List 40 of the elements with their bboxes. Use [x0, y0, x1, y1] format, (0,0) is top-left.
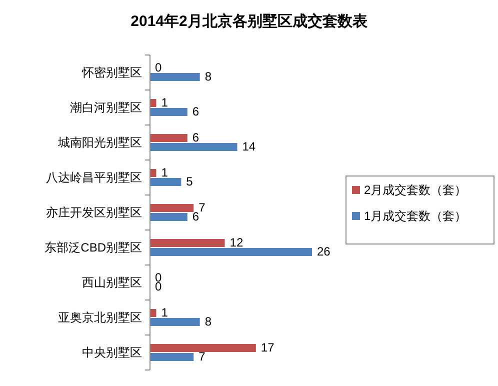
bar [150, 108, 188, 116]
data-label: 1 [161, 166, 168, 180]
data-label: 26 [317, 244, 331, 258]
data-label: 7 [198, 200, 206, 214]
data-label: 14 [242, 140, 256, 154]
y-tick-label: 潮白河别墅区 [70, 100, 142, 114]
data-label: 6 [192, 210, 200, 224]
bar [150, 178, 182, 186]
data-label: 5 [186, 174, 194, 188]
chart-title: 2014年2月北京各别墅区成交套数表 [130, 12, 368, 30]
data-label: 12 [230, 236, 244, 250]
data-label: 8 [204, 70, 212, 84]
y-tick-label: 城南阳光别墅区 [57, 136, 142, 150]
bar [150, 73, 200, 81]
bar [150, 204, 194, 212]
data-label: 0 [155, 60, 162, 74]
y-tick-label: 东部泛CBD别墅区 [44, 240, 142, 254]
data-label: 6 [192, 104, 200, 118]
bar [150, 143, 238, 151]
y-tick-label: 亚奥京北别墅区 [58, 310, 142, 324]
y-tick-label: 西山别墅区 [82, 276, 142, 290]
legend-label: 1月成交套数（套） [364, 209, 467, 223]
bar [150, 134, 188, 142]
data-label: 6 [192, 130, 200, 144]
bar [150, 353, 194, 361]
y-tick-label: 中央别墅区 [82, 346, 142, 360]
y-tick-label: 亦庄开发区别墅区 [46, 206, 142, 220]
data-label: 7 [198, 350, 206, 364]
bar [150, 248, 312, 256]
data-label: 1 [161, 96, 168, 110]
bar [150, 344, 256, 352]
y-tick-label: 怀密别墅区 [81, 66, 142, 80]
bar [150, 239, 225, 247]
y-tick-label: 八达岭昌平别墅区 [46, 170, 142, 184]
data-label: 8 [204, 314, 212, 328]
data-label: 17 [260, 340, 275, 354]
bar [150, 213, 188, 221]
data-label: 1 [161, 306, 168, 320]
bar [150, 318, 200, 326]
legend-label: 2月成交套数（套） [364, 183, 467, 197]
